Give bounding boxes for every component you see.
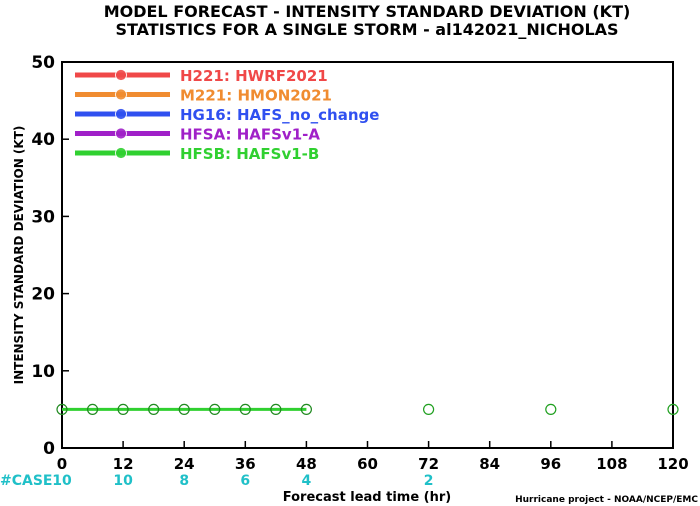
legend-marker — [115, 69, 127, 81]
series-point — [300, 403, 312, 415]
x-tick-label: 12 — [113, 455, 134, 473]
reference-point — [545, 403, 557, 415]
legend-marker — [115, 127, 127, 140]
series-point — [56, 403, 68, 415]
legend-marker — [115, 88, 127, 101]
case-count-label: #CASE — [0, 473, 53, 489]
reference-point — [667, 403, 679, 415]
case-count-value: 10 — [52, 473, 72, 489]
legend-label: H221: HWRF2021 — [180, 67, 328, 85]
legend-label: HFSB: HAFSv1-B — [180, 145, 319, 163]
case-count-value: 8 — [179, 473, 189, 489]
series-point — [209, 403, 221, 415]
x-tick-label: 84 — [479, 455, 500, 473]
y-tick-label: 10 — [31, 362, 55, 382]
x-tick-label: 108 — [596, 455, 627, 473]
y-tick-label: 50 — [31, 53, 55, 73]
x-tick-label: 48 — [296, 455, 317, 473]
series-point — [86, 403, 99, 415]
x-tick-label: 36 — [235, 455, 256, 473]
x-axis-label: Forecast lead time (hr) — [283, 490, 451, 505]
legend-marker — [115, 147, 127, 159]
reference-point — [423, 403, 435, 415]
y-tick-label: 0 — [43, 439, 55, 459]
x-tick-label: 96 — [540, 455, 561, 473]
series-point — [239, 403, 251, 415]
legend-label: M221: HMON2021 — [180, 87, 332, 105]
y-tick-label: 30 — [31, 207, 55, 227]
series-point — [178, 403, 190, 415]
chart-title: MODEL FORECAST - INTENSITY STANDARD DEVI… — [104, 2, 631, 21]
case-count-value: 4 — [302, 473, 312, 489]
case-count-value: 6 — [240, 473, 250, 489]
case-count-value: 10 — [113, 473, 133, 489]
x-tick-label: 24 — [174, 455, 195, 473]
case-count-value: 2 — [424, 473, 434, 489]
chart-subtitle: STATISTICS FOR A SINGLE STORM - al142021… — [115, 20, 618, 39]
series-point — [270, 403, 282, 415]
footer-credit: Hurricane project - NOAA/NCEP/EMC — [515, 495, 698, 505]
x-tick-label: 0 — [57, 455, 67, 473]
y-tick-label: 40 — [31, 130, 55, 150]
x-tick-label: 60 — [357, 455, 378, 473]
series-point — [148, 403, 160, 415]
series-point — [117, 403, 129, 415]
y-tick-label: 20 — [31, 285, 55, 305]
x-tick-label: 72 — [418, 455, 439, 473]
legend-label: HG16: HAFS_no_change — [180, 106, 379, 124]
x-tick-label: 120 — [657, 455, 688, 473]
y-axis-label: INTENSITY STANDARD DEVIATION (KT) — [12, 126, 26, 385]
legend-label: HFSA: HAFSv1-A — [180, 126, 320, 144]
legend-marker — [115, 108, 127, 120]
